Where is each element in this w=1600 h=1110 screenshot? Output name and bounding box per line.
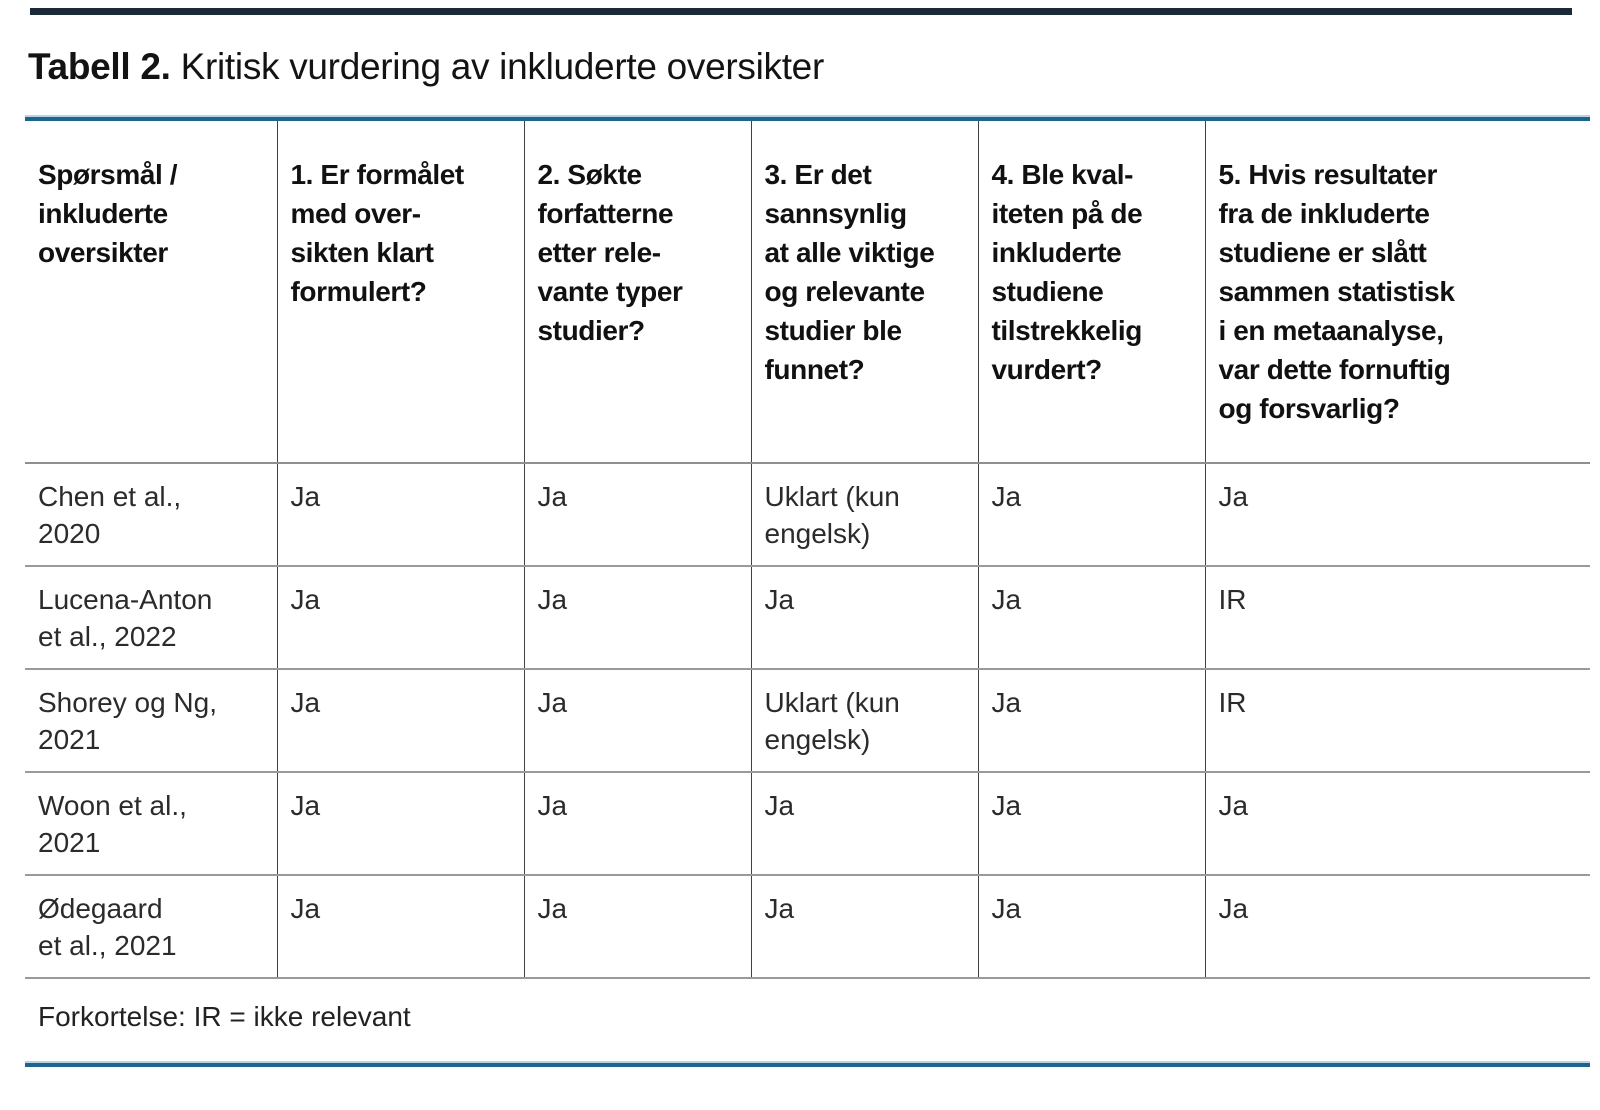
cell-q1: Ja	[276, 463, 524, 567]
critical-appraisal-table: Spørsmål / inkluderte oversikter 1. Er f…	[25, 121, 1590, 979]
cell-study: Chen et al., 2020	[25, 463, 277, 567]
table-row: Shorey og Ng, 2021 Ja Ja Uklart (kun eng…	[25, 669, 1590, 773]
cell-study: Woon et al., 2021	[25, 772, 277, 876]
cell-q5: Ja	[1204, 463, 1590, 567]
header-q1: 1. Er formålet med over- sikten klart fo…	[276, 121, 524, 464]
cell-q4: Ja	[977, 669, 1205, 773]
cell-q1: Ja	[276, 566, 524, 670]
table-row: Chen et al., 2020 Ja Ja Uklart (kun enge…	[25, 463, 1590, 567]
cell-q2: Ja	[523, 566, 751, 670]
cell-q2: Ja	[523, 875, 751, 979]
top-rule	[25, 115, 1590, 121]
cell-q4: Ja	[977, 875, 1205, 979]
cell-q5: Ja	[1204, 772, 1590, 876]
cell-q3: Uklart (kun engelsk)	[750, 669, 978, 773]
cell-q1: Ja	[276, 875, 524, 979]
header-q2: 2. Søkte forfatterne etter rele- vante t…	[523, 121, 751, 464]
top-accent-bar	[30, 8, 1572, 15]
cell-q5: Ja	[1204, 875, 1590, 979]
cell-q4: Ja	[977, 566, 1205, 670]
cell-q3: Ja	[750, 566, 978, 670]
cell-q3: Ja	[750, 772, 978, 876]
header-q3: 3. Er det sannsynlig at alle viktige og …	[750, 121, 978, 464]
table-row: Woon et al., 2021 Ja Ja Ja Ja Ja	[25, 772, 1590, 876]
cell-q4: Ja	[977, 463, 1205, 567]
cell-study: Ødegaard et al., 2021	[25, 875, 277, 979]
table-row: Lucena-Anton et al., 2022 Ja Ja Ja Ja IR	[25, 566, 1590, 670]
cell-q4: Ja	[977, 772, 1205, 876]
cell-study: Lucena-Anton et al., 2022	[25, 566, 277, 670]
header-q5: 5. Hvis resultater fra de inkluderte stu…	[1204, 121, 1590, 464]
cell-q2: Ja	[523, 463, 751, 567]
cell-q1: Ja	[276, 772, 524, 876]
cell-q2: Ja	[523, 772, 751, 876]
header-q4: 4. Ble kval- iteten på de inkluderte stu…	[977, 121, 1205, 464]
cell-q5: IR	[1204, 669, 1590, 773]
table-row: Ødegaard et al., 2021 Ja Ja Ja Ja Ja	[25, 875, 1590, 979]
bottom-rule	[25, 1061, 1590, 1067]
cell-q3: Uklart (kun engelsk)	[750, 463, 978, 567]
table-title-number: Tabell 2.	[28, 46, 171, 87]
table-title: Tabell 2. Kritisk vurdering av inkludert…	[28, 45, 1600, 89]
header-study: Spørsmål / inkluderte oversikter	[25, 121, 277, 464]
table-content-area: Spørsmål / inkluderte oversikter 1. Er f…	[25, 115, 1590, 1067]
cell-study: Shorey og Ng, 2021	[25, 669, 277, 773]
cell-q2: Ja	[523, 669, 751, 773]
header-row: Spørsmål / inkluderte oversikter 1. Er f…	[25, 121, 1590, 464]
abbreviation-footnote: Forkortelse: IR = ikke relevant	[38, 1001, 411, 1032]
cell-q1: Ja	[276, 669, 524, 773]
cell-q3: Ja	[750, 875, 978, 979]
cell-q5: IR	[1204, 566, 1590, 670]
table-title-text: Kritisk vurdering av inkluderte oversikt…	[180, 46, 825, 87]
